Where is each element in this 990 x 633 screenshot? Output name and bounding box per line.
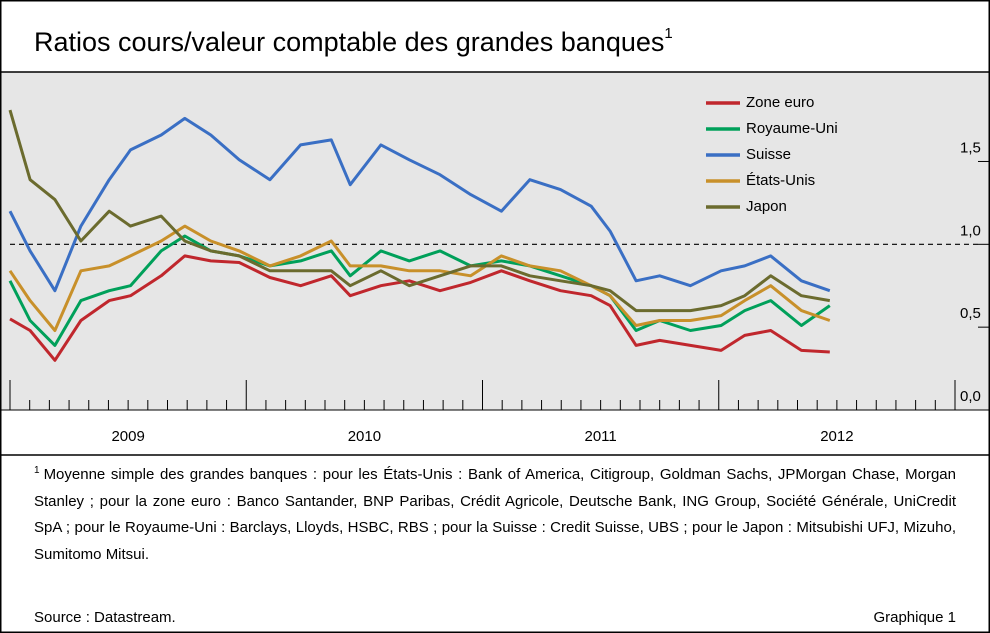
figure-label: Graphique 1 [873, 609, 956, 626]
plot-background [0, 72, 990, 410]
title-text: Ratios cours/valeur comptable des grande… [34, 27, 664, 57]
x-tick-label: 2011 [584, 428, 616, 445]
footnote: 1 Moyenne simple des grandes banques : po… [34, 458, 956, 568]
legend-label: Royaume-Uni [746, 120, 838, 137]
legend-label: Zone euro [746, 94, 814, 111]
footnote-text: Moyenne simple des grandes banques : pou… [34, 466, 956, 563]
y-tick-label: 1,5 [960, 139, 981, 156]
x-tick-label: 2010 [348, 428, 381, 445]
x-tick-label: 2009 [111, 428, 144, 445]
title-note: 1 [664, 25, 672, 42]
legend-label: États-Unis [746, 172, 815, 189]
y-tick-label: 1,0 [960, 222, 981, 239]
x-tick-label: 2012 [820, 428, 853, 445]
footnote-marker: 1 [34, 465, 40, 476]
y-tick-label: 0,0 [960, 388, 981, 405]
legend-label: Japon [746, 198, 787, 215]
chart-title: Ratios cours/valeur comptable des grande… [34, 25, 673, 57]
source: Source : Datastream. [34, 609, 176, 626]
y-tick-label: 0,5 [960, 305, 981, 322]
legend-label: Suisse [746, 146, 791, 163]
